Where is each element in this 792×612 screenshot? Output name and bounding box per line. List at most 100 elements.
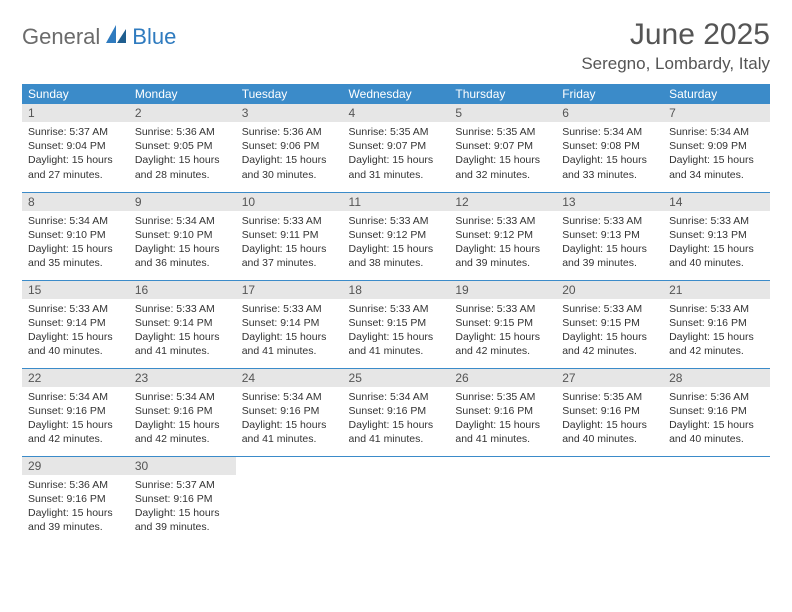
calendar-cell: 27Sunrise: 5:35 AMSunset: 9:16 PMDayligh… bbox=[556, 368, 663, 456]
day-number: 4 bbox=[343, 104, 450, 122]
calendar-cell: 8Sunrise: 5:34 AMSunset: 9:10 PMDaylight… bbox=[22, 192, 129, 280]
day-number: 30 bbox=[129, 457, 236, 475]
daylight-text: Daylight: 15 hours and 32 minutes. bbox=[455, 153, 550, 181]
daylight-text: Daylight: 15 hours and 27 minutes. bbox=[28, 153, 123, 181]
day-number: 29 bbox=[22, 457, 129, 475]
weekday-header: Thursday bbox=[449, 84, 556, 104]
day-info: Sunrise: 5:34 AMSunset: 9:16 PMDaylight:… bbox=[343, 387, 450, 453]
day-number: 16 bbox=[129, 281, 236, 299]
day-number: 23 bbox=[129, 369, 236, 387]
daylight-text: Daylight: 15 hours and 41 minutes. bbox=[349, 418, 444, 446]
day-number: 24 bbox=[236, 369, 343, 387]
day-number: 22 bbox=[22, 369, 129, 387]
day-number: 19 bbox=[449, 281, 556, 299]
sunset-text: Sunset: 9:09 PM bbox=[669, 139, 764, 153]
calendar-cell: 13Sunrise: 5:33 AMSunset: 9:13 PMDayligh… bbox=[556, 192, 663, 280]
calendar-cell: 11Sunrise: 5:33 AMSunset: 9:12 PMDayligh… bbox=[343, 192, 450, 280]
sunrise-text: Sunrise: 5:33 AM bbox=[28, 302, 123, 316]
calendar-cell: 2Sunrise: 5:36 AMSunset: 9:05 PMDaylight… bbox=[129, 104, 236, 192]
calendar-cell: 10Sunrise: 5:33 AMSunset: 9:11 PMDayligh… bbox=[236, 192, 343, 280]
daylight-text: Daylight: 15 hours and 34 minutes. bbox=[669, 153, 764, 181]
day-number: 28 bbox=[663, 369, 770, 387]
calendar-cell: 7Sunrise: 5:34 AMSunset: 9:09 PMDaylight… bbox=[663, 104, 770, 192]
calendar-cell: 22Sunrise: 5:34 AMSunset: 9:16 PMDayligh… bbox=[22, 368, 129, 456]
day-number: 20 bbox=[556, 281, 663, 299]
day-number: 25 bbox=[343, 369, 450, 387]
day-info: Sunrise: 5:36 AMSunset: 9:16 PMDaylight:… bbox=[22, 475, 129, 541]
weekday-header: Tuesday bbox=[236, 84, 343, 104]
sunrise-text: Sunrise: 5:33 AM bbox=[455, 302, 550, 316]
sunrise-text: Sunrise: 5:36 AM bbox=[135, 125, 230, 139]
calendar-cell: 5Sunrise: 5:35 AMSunset: 9:07 PMDaylight… bbox=[449, 104, 556, 192]
logo-text-blue: Blue bbox=[132, 24, 176, 50]
daylight-text: Daylight: 15 hours and 42 minutes. bbox=[455, 330, 550, 358]
sunrise-text: Sunrise: 5:35 AM bbox=[562, 390, 657, 404]
day-info: Sunrise: 5:33 AMSunset: 9:14 PMDaylight:… bbox=[236, 299, 343, 365]
sunset-text: Sunset: 9:07 PM bbox=[455, 139, 550, 153]
page-title: June 2025 bbox=[581, 18, 770, 52]
calendar-cell: 17Sunrise: 5:33 AMSunset: 9:14 PMDayligh… bbox=[236, 280, 343, 368]
sunrise-text: Sunrise: 5:34 AM bbox=[349, 390, 444, 404]
calendar-table: Sunday Monday Tuesday Wednesday Thursday… bbox=[22, 84, 770, 544]
daylight-text: Daylight: 15 hours and 41 minutes. bbox=[242, 418, 337, 446]
day-info: Sunrise: 5:36 AMSunset: 9:05 PMDaylight:… bbox=[129, 122, 236, 188]
day-info: Sunrise: 5:34 AMSunset: 9:16 PMDaylight:… bbox=[129, 387, 236, 453]
sunset-text: Sunset: 9:16 PM bbox=[28, 404, 123, 418]
daylight-text: Daylight: 15 hours and 40 minutes. bbox=[669, 418, 764, 446]
day-number: 1 bbox=[22, 104, 129, 122]
sunrise-text: Sunrise: 5:34 AM bbox=[28, 390, 123, 404]
sunset-text: Sunset: 9:08 PM bbox=[562, 139, 657, 153]
calendar-cell: 19 Sunrise: 5:33 AMSunset: 9:15 PMDayligh… bbox=[449, 280, 556, 368]
daylight-text: Daylight: 15 hours and 37 minutes. bbox=[242, 242, 337, 270]
day-info: Sunrise: 5:33 AMSunset: 9:16 PMDaylight:… bbox=[663, 299, 770, 365]
sunset-text: Sunset: 9:16 PM bbox=[28, 492, 123, 506]
calendar-cell: 26Sunrise: 5:35 AMSunset: 9:16 PMDayligh… bbox=[449, 368, 556, 456]
day-number: 10 bbox=[236, 193, 343, 211]
day-info: Sunrise: 5:37 AMSunset: 9:16 PMDaylight:… bbox=[129, 475, 236, 541]
sunset-text: Sunset: 9:05 PM bbox=[135, 139, 230, 153]
calendar-cell: 3Sunrise: 5:36 AMSunset: 9:06 PMDaylight… bbox=[236, 104, 343, 192]
sunrise-text: Sunrise: 5:34 AM bbox=[135, 390, 230, 404]
calendar-cell bbox=[343, 456, 450, 544]
logo-sail-icon bbox=[106, 25, 128, 50]
sunset-text: Sunset: 9:15 PM bbox=[455, 316, 550, 330]
daylight-text: Daylight: 15 hours and 42 minutes. bbox=[669, 330, 764, 358]
sunset-text: Sunset: 9:16 PM bbox=[455, 404, 550, 418]
sunset-text: Sunset: 9:04 PM bbox=[28, 139, 123, 153]
sunrise-text: Sunrise: 5:34 AM bbox=[28, 214, 123, 228]
calendar-cell: 30Sunrise: 5:37 AMSunset: 9:16 PMDayligh… bbox=[129, 456, 236, 544]
daylight-text: Daylight: 15 hours and 28 minutes. bbox=[135, 153, 230, 181]
sunset-text: Sunset: 9:16 PM bbox=[242, 404, 337, 418]
daylight-text: Daylight: 15 hours and 41 minutes. bbox=[135, 330, 230, 358]
calendar-cell: 29Sunrise: 5:36 AMSunset: 9:16 PMDayligh… bbox=[22, 456, 129, 544]
day-info: Sunrise: 5:35 AMSunset: 9:16 PMDaylight:… bbox=[449, 387, 556, 453]
day-number: 9 bbox=[129, 193, 236, 211]
sunset-text: Sunset: 9:16 PM bbox=[562, 404, 657, 418]
day-info: Sunrise: 5:33 AMSunset: 9:12 PMDaylight:… bbox=[449, 211, 556, 277]
sunset-text: Sunset: 9:16 PM bbox=[135, 492, 230, 506]
weekday-header: Monday bbox=[129, 84, 236, 104]
daylight-text: Daylight: 15 hours and 33 minutes. bbox=[562, 153, 657, 181]
sunset-text: Sunset: 9:06 PM bbox=[242, 139, 337, 153]
day-number: 2 bbox=[129, 104, 236, 122]
daylight-text: Daylight: 15 hours and 42 minutes. bbox=[135, 418, 230, 446]
calendar-cell: 20Sunrise: 5:33 AMSunset: 9:15 PMDayligh… bbox=[556, 280, 663, 368]
day-number: 7 bbox=[663, 104, 770, 122]
daylight-text: Daylight: 15 hours and 40 minutes. bbox=[669, 242, 764, 270]
title-block: June 2025 Seregno, Lombardy, Italy bbox=[581, 18, 770, 74]
calendar-cell bbox=[663, 456, 770, 544]
sunrise-text: Sunrise: 5:37 AM bbox=[135, 478, 230, 492]
day-number: 27 bbox=[556, 369, 663, 387]
sunrise-text: Sunrise: 5:37 AM bbox=[28, 125, 123, 139]
sunset-text: Sunset: 9:15 PM bbox=[349, 316, 444, 330]
calendar-cell: 25Sunrise: 5:34 AMSunset: 9:16 PMDayligh… bbox=[343, 368, 450, 456]
sunset-text: Sunset: 9:14 PM bbox=[242, 316, 337, 330]
day-number: 5 bbox=[449, 104, 556, 122]
sunrise-text: Sunrise: 5:35 AM bbox=[455, 390, 550, 404]
sunset-text: Sunset: 9:14 PM bbox=[135, 316, 230, 330]
day-number: 3 bbox=[236, 104, 343, 122]
day-number: 15 bbox=[22, 281, 129, 299]
sunrise-text: Sunrise: 5:34 AM bbox=[135, 214, 230, 228]
sunrise-text: Sunrise: 5:33 AM bbox=[455, 214, 550, 228]
day-number: 11 bbox=[343, 193, 450, 211]
